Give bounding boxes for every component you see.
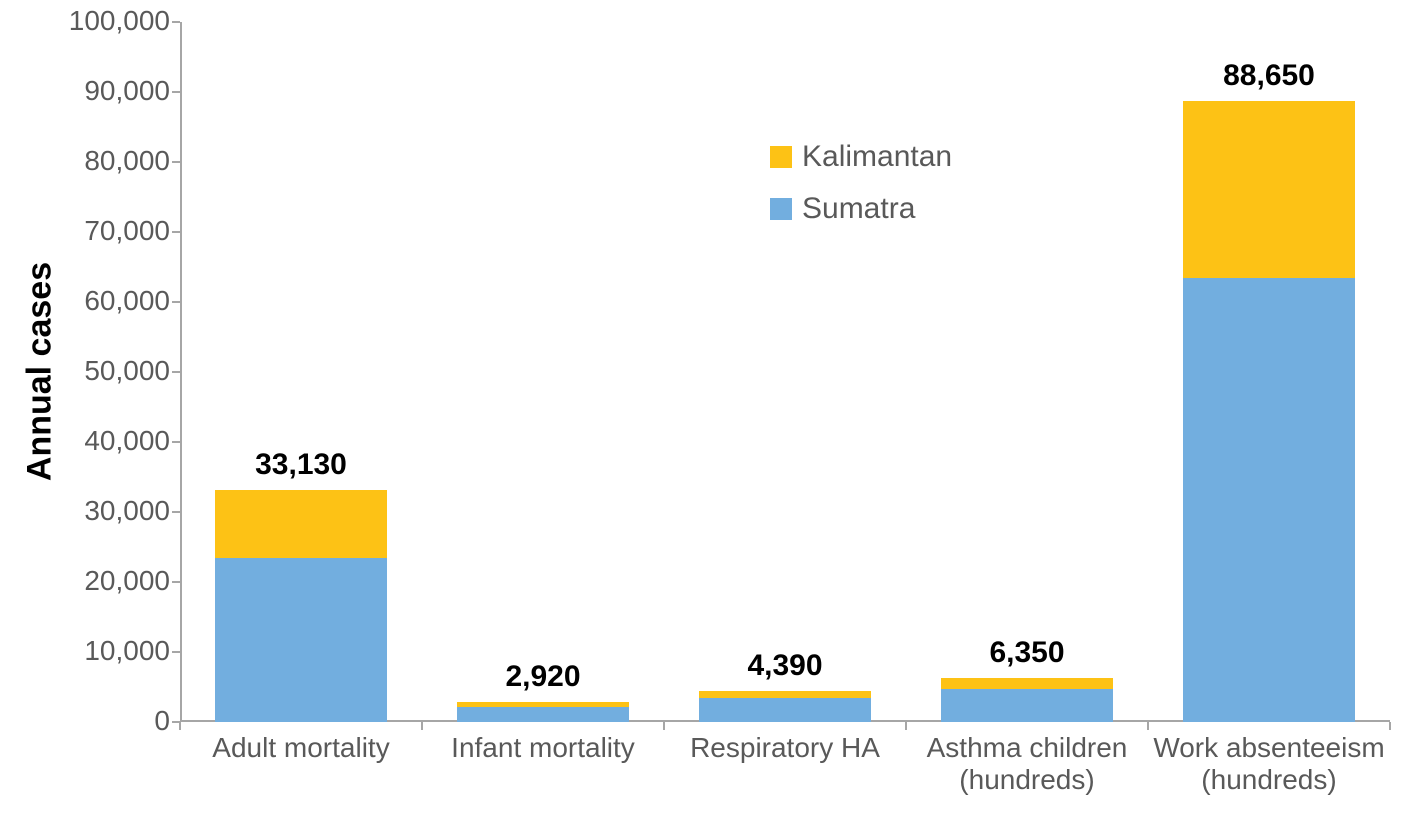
x-category-label-line: Work absenteeism xyxy=(1148,732,1390,764)
x-tick-mark xyxy=(179,722,181,730)
x-tick-mark xyxy=(905,722,907,730)
bar-segment-sumatra xyxy=(457,707,629,722)
x-category-label: Asthma children(hundreds) xyxy=(906,732,1148,796)
x-tick-mark xyxy=(421,722,423,730)
chart-container: Annual cases KalimantanSumatra 010,00020… xyxy=(0,0,1416,823)
bar-segment-sumatra xyxy=(699,698,871,722)
y-tick-mark xyxy=(172,511,180,513)
y-tick-label: 60,000 xyxy=(50,285,170,317)
y-tick-label: 50,000 xyxy=(50,355,170,387)
y-tick-label: 0 xyxy=(50,705,170,737)
y-tick-label: 70,000 xyxy=(50,215,170,247)
x-category-label-line: Asthma children xyxy=(906,732,1148,764)
bar-segment-sumatra xyxy=(1183,278,1355,723)
bar-total-label: 88,650 xyxy=(1139,59,1399,93)
x-category-label-line: Adult mortality xyxy=(180,732,422,764)
x-category-label: Work absenteeism(hundreds) xyxy=(1148,732,1390,796)
x-category-label: Respiratory HA xyxy=(664,732,906,764)
y-tick-mark xyxy=(172,441,180,443)
bar-group xyxy=(457,22,629,722)
bar-segment-sumatra xyxy=(941,689,1113,722)
y-tick-label: 90,000 xyxy=(50,75,170,107)
bar-total-label: 33,130 xyxy=(171,448,431,482)
y-tick-mark xyxy=(172,581,180,583)
bar-segment-kalimantan xyxy=(941,678,1113,690)
y-tick-label: 100,000 xyxy=(50,5,170,37)
bar-segment-kalimantan xyxy=(1183,101,1355,277)
x-category-label-line: (hundreds) xyxy=(1148,764,1390,796)
x-tick-mark xyxy=(663,722,665,730)
y-tick-mark xyxy=(172,371,180,373)
bar-total-label: 4,390 xyxy=(655,649,915,683)
y-tick-mark xyxy=(172,91,180,93)
y-tick-label: 20,000 xyxy=(50,565,170,597)
y-tick-mark xyxy=(172,21,180,23)
bar-group xyxy=(1183,22,1355,722)
bar-segment-sumatra xyxy=(215,558,387,723)
bar-group xyxy=(699,22,871,722)
y-tick-label: 30,000 xyxy=(50,495,170,527)
bar-segment-kalimantan xyxy=(699,691,871,698)
bar-total-label: 2,920 xyxy=(413,660,673,694)
x-category-label-line: Respiratory HA xyxy=(664,732,906,764)
y-tick-mark xyxy=(172,651,180,653)
y-tick-mark xyxy=(172,161,180,163)
y-tick-mark xyxy=(172,301,180,303)
x-tick-mark xyxy=(1389,722,1391,730)
x-category-label-line: Infant mortality xyxy=(422,732,664,764)
bar-group xyxy=(215,22,387,722)
bar-segment-kalimantan xyxy=(215,490,387,557)
bar-group xyxy=(941,22,1113,722)
bar-total-label: 6,350 xyxy=(897,636,1157,670)
x-category-label: Adult mortality xyxy=(180,732,422,764)
y-tick-label: 40,000 xyxy=(50,425,170,457)
x-category-label: Infant mortality xyxy=(422,732,664,764)
x-category-label-line: (hundreds) xyxy=(906,764,1148,796)
y-tick-mark xyxy=(172,231,180,233)
y-tick-label: 10,000 xyxy=(50,635,170,667)
x-tick-mark xyxy=(1147,722,1149,730)
y-tick-label: 80,000 xyxy=(50,145,170,177)
bar-segment-kalimantan xyxy=(457,702,629,707)
